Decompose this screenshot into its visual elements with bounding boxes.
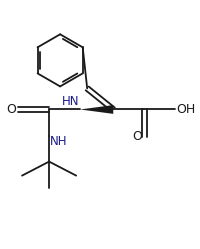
Text: OH: OH [176,103,195,116]
Text: NH: NH [50,134,67,147]
Text: O: O [132,130,142,143]
Text: HN: HN [61,95,79,109]
Text: O: O [6,103,16,116]
Polygon shape [80,105,113,114]
